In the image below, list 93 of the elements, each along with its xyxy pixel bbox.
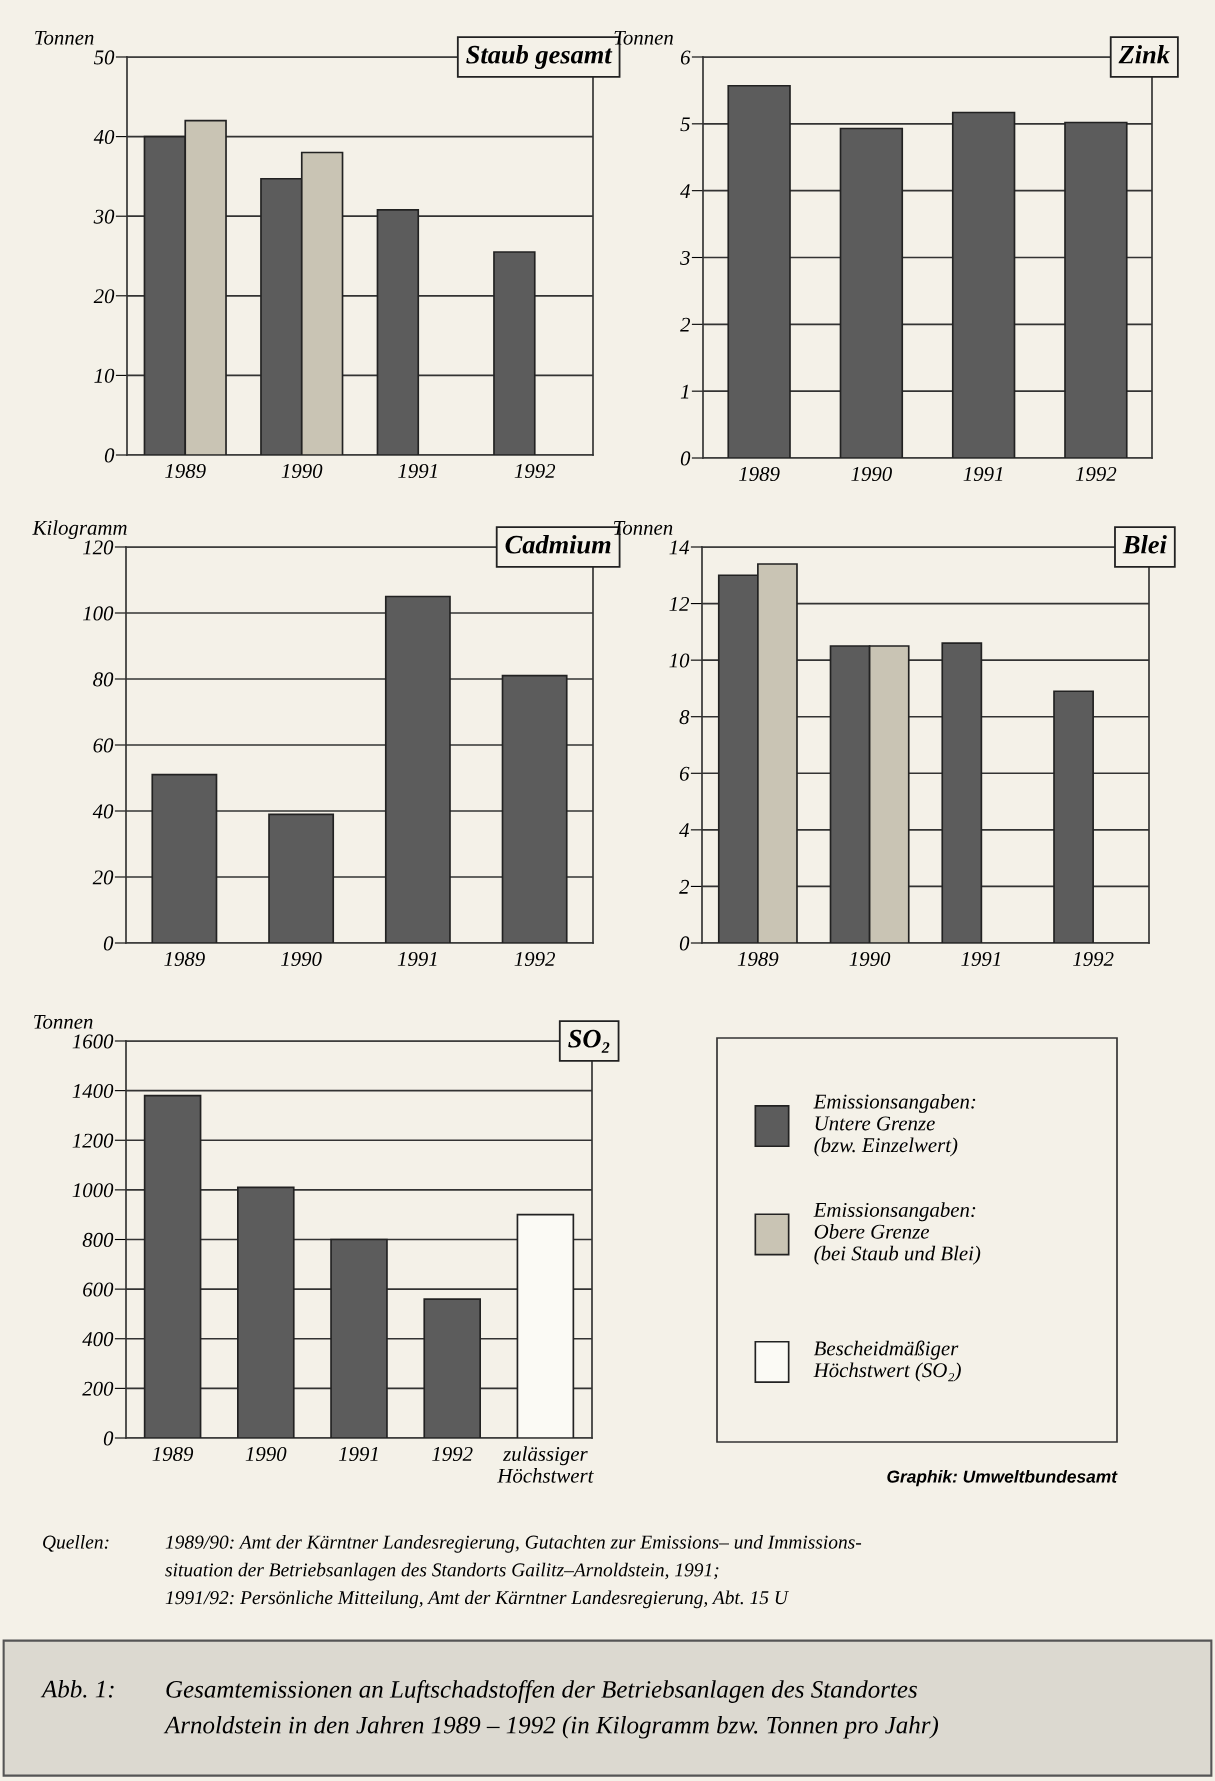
x-tick-label: 1992: [1075, 466, 1117, 481]
x-tick-label: 1992: [432, 1446, 473, 1461]
x-tick-label: 1989: [152, 1446, 194, 1461]
bar: [493, 251, 536, 455]
y-tick-label: 600: [83, 1282, 114, 1297]
x-tick-label: 1989: [737, 951, 779, 966]
bar: [839, 127, 904, 458]
y-tick-label: 8: [679, 710, 690, 725]
legend-label: Emissionsangaben: Untere Grenze (bzw. Einzelwert): [813, 1093, 976, 1157]
bar: [384, 595, 451, 943]
bar: [376, 208, 420, 455]
y-tick-label: 5: [680, 117, 690, 132]
x-tick-label: 1991: [961, 951, 1000, 966]
x-tick-label: 1992: [514, 463, 556, 478]
x-tick-label: 1991: [398, 463, 437, 478]
y-tick-label: 0: [103, 936, 114, 951]
y-tick-label: 10: [94, 368, 115, 383]
bar: [237, 1186, 295, 1438]
x-tick-label: 1990: [281, 463, 323, 478]
x-tick-label: 1990: [281, 951, 322, 966]
y-tick-label: 400: [82, 1332, 114, 1347]
y-tick-label: 40: [92, 804, 114, 819]
bar: [501, 674, 568, 943]
y-tick-label: 0: [679, 936, 690, 951]
x-tick-label: 1989: [739, 466, 780, 481]
text: Graphik: Umweltbundesamt: [887, 1470, 1118, 1487]
text: 1989/90: Amt der Kärntner Landesregierung, Gutachten zur Emissions– und Immissions- situation der Betriebsanlagen des Standorts Gailitz–Arnoldstein, 1991; 1991/92: Persönliche Mitteilung, Amt der Kärntner Landesregierung, Abt. 15 U: [165, 1535, 862, 1609]
y-tick-label: 20: [92, 870, 114, 885]
x-tick-label: 1990: [849, 951, 891, 966]
bar: [516, 1213, 575, 1438]
y-tick-label: 2: [679, 879, 690, 894]
bar: [268, 813, 335, 943]
text: Gesamtemissionen an Luftschadstoffen der Betriebsanlagen des Standortes Arnoldstein in den Jahren 1989 – 1992 (in Kilogramm bzw. Tonnen pro Jahr): [163, 1680, 939, 1739]
y-tick-label: 14: [669, 540, 690, 555]
y-tick-label: 12: [669, 597, 690, 611]
y-tick-label: 30: [93, 209, 115, 224]
y-tick-label: 10: [669, 653, 690, 668]
y-axis-title: Tonnen: [35, 30, 94, 45]
y-tick-label: 4: [679, 823, 690, 838]
legend-label: Emissionsangaben: Obere Grenze (bei Staub und Blei): [813, 1202, 981, 1265]
y-tick-label: 0: [680, 451, 691, 466]
chart-title: Zink: [1118, 45, 1170, 64]
y-tick-label: 800: [82, 1232, 114, 1247]
x-tick-label: 1991: [338, 1446, 378, 1461]
x-tick-label: 1992: [1073, 951, 1114, 966]
y-tick-label: 0: [104, 448, 115, 463]
x-tick-label: 1989: [165, 463, 206, 478]
y-tick-label: 4: [680, 184, 691, 198]
y-axis-title: Tonnen: [613, 521, 673, 535]
x-tick-label: 1992: [514, 951, 555, 966]
bar: [1053, 690, 1094, 943]
y-axis-title: Tonnen: [34, 1014, 93, 1029]
y-tick-label: 20: [93, 289, 115, 304]
y-tick-label: 2: [680, 317, 691, 332]
x-tick-label: 1990: [245, 1446, 287, 1461]
chart-title: SO₂: [568, 1029, 610, 1053]
bar: [143, 1094, 202, 1438]
y-axis-title: Tonnen: [614, 30, 673, 45]
y-tick-label: 1200: [72, 1133, 114, 1148]
y-tick-label: 3: [680, 250, 690, 265]
y-tick-label: 100: [82, 606, 114, 621]
bar: [727, 84, 791, 458]
caption: Abb. 1:: [40, 1680, 114, 1698]
y-tick-label: 200: [82, 1381, 114, 1396]
y-tick-label: 1600: [72, 1034, 114, 1049]
x-tick-label: 1991: [397, 951, 437, 966]
x-tick-label: zulässiger Höchstwert: [497, 1446, 594, 1483]
chart-title: Blei: [1122, 535, 1167, 554]
y-tick-label: 6: [679, 766, 690, 781]
y-tick-label: 50: [93, 50, 115, 65]
x-tick-label: 1991: [963, 466, 1003, 481]
y-tick-label: 1000: [72, 1183, 114, 1198]
y-tick-label: 1400: [72, 1084, 114, 1099]
source-note: Quellen:: [43, 1535, 109, 1552]
bar: [330, 1238, 388, 1438]
chart-title: Cadmium: [505, 535, 611, 554]
y-tick-label: 0: [103, 1431, 114, 1446]
y-tick-label: 1: [680, 384, 689, 399]
text: Bescheidmäßiger Höchstwert (SO₂): [813, 1340, 961, 1382]
y-tick-label: 60: [93, 738, 114, 753]
bar: [423, 1298, 481, 1438]
bar: [951, 111, 1016, 458]
x-tick-label: 1989: [164, 951, 205, 966]
bar: [1064, 121, 1128, 458]
bar: [941, 642, 983, 943]
y-tick-label: 120: [82, 540, 114, 555]
bar: [151, 773, 218, 943]
y-tick-label: 40: [93, 129, 115, 145]
y-axis-title: Kilogramm: [32, 520, 127, 540]
x-tick-label: 1990: [851, 466, 892, 481]
chart-title: Staub gesamt: [466, 45, 613, 69]
y-tick-label: 80: [93, 672, 114, 687]
y-tick-label: 6: [680, 50, 691, 65]
